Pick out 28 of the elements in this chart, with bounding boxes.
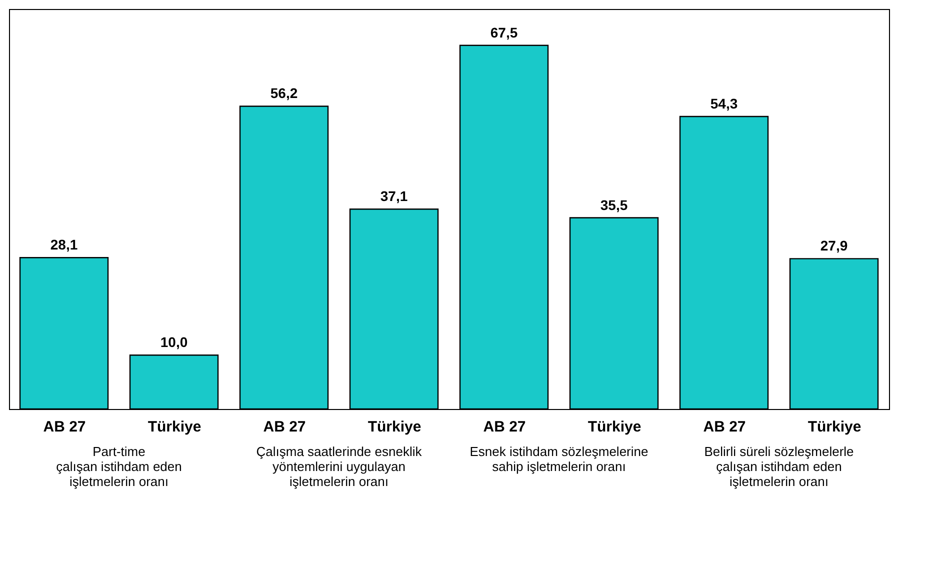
x-tick-label: Türkiye [808,418,862,436]
x-tick-label: AB 27 [43,418,86,436]
x-tick-label: Türkiye [368,418,422,436]
data-label: 27,9 [820,238,848,254]
data-label: 35,5 [600,196,628,213]
data-label: 37,1 [380,188,408,204]
x-tick-label: AB 27 [703,418,746,436]
data-label: 67,5 [490,24,518,40]
text: Belirli süreli sözleşmelerle çalışan istihdam eden işletmelerin oranı [704,444,854,489]
text: Esnek istihdam sözleşmelerine sahip işletmelerin oranı [470,444,648,474]
data-label: 28,1 [50,236,78,253]
x-tick-label: Türkiye [148,418,202,436]
bar [129,354,219,410]
text: Çalışma saatlerinde esneklik yöntemlerini uygulayan işletmelerin oranı [256,444,422,489]
data-label: 56,2 [270,85,298,102]
text: Part-time çalışan istihdam eden işletmelerin oranı [56,444,182,489]
x-tick-label: AB 27 [263,418,306,436]
bar [679,116,769,410]
bar [349,208,439,410]
x-tick-label: AB 27 [483,418,526,436]
bar [239,106,329,410]
data-label: 10,0 [160,334,188,350]
bar [459,44,549,410]
bar [569,217,659,410]
data-label: 54,3 [710,95,738,112]
x-tick-label: Türkiye [588,418,642,436]
bar [789,258,879,410]
bar [19,257,109,410]
